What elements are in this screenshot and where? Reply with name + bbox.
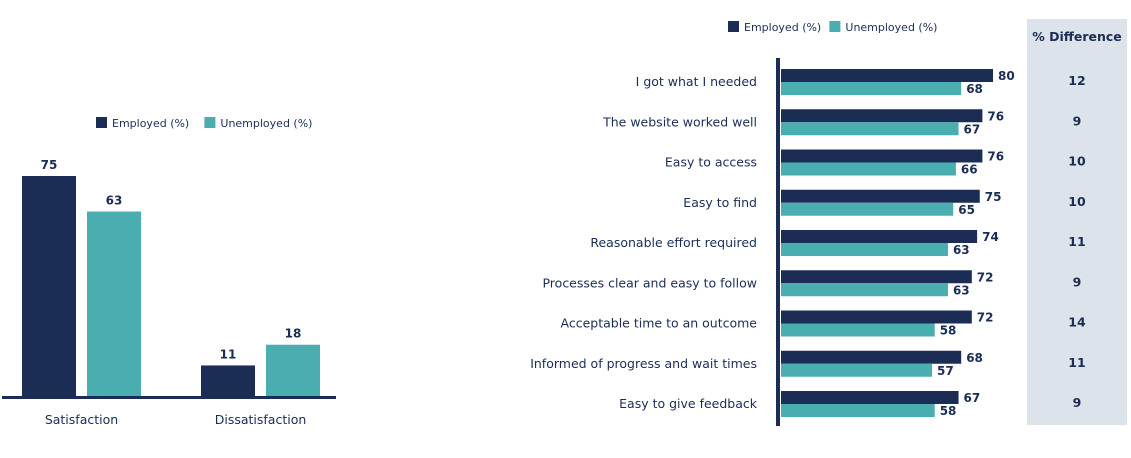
- data-label: 72: [977, 311, 994, 325]
- category-label: Reasonable effort required: [590, 235, 757, 250]
- difference-value: 12: [1068, 73, 1085, 88]
- category-label: Easy to find: [683, 195, 757, 210]
- data-label: 80: [998, 69, 1015, 83]
- x-axis-line: [2, 396, 336, 399]
- bar: [781, 82, 962, 95]
- category-label: Satisfaction: [45, 412, 118, 427]
- category-label: Processes clear and easy to follow: [542, 275, 757, 290]
- data-label: 58: [940, 324, 957, 338]
- bar: [781, 162, 956, 176]
- attribute-bar-chart: % Difference Employed (%) Unemployed (%) 80…: [530, 19, 1127, 426]
- legend-label: Employed (%): [744, 21, 821, 34]
- bar: [781, 230, 978, 243]
- difference-value: 10: [1068, 194, 1086, 209]
- legend-swatch: [728, 21, 739, 32]
- bar: [781, 310, 972, 324]
- data-label: 66: [961, 163, 978, 177]
- legend-label: Unemployed (%): [845, 21, 937, 34]
- satisfaction-bar-chart: Employed (%) Unemployed (%) 75 63 Satisfacti…: [2, 117, 336, 427]
- bar: [781, 404, 935, 417]
- bar: [266, 344, 320, 398]
- data-label: 67: [964, 122, 981, 136]
- bar: [781, 391, 959, 404]
- data-label: 76: [987, 109, 1004, 123]
- bar: [781, 363, 933, 377]
- legend: Employed (%) Unemployed (%): [96, 117, 312, 130]
- difference-value: 10: [1068, 154, 1086, 169]
- bar: [201, 365, 255, 398]
- data-label: 74: [982, 230, 999, 244]
- bar: [781, 149, 983, 163]
- category-label: Informed of progress and wait times: [530, 356, 757, 371]
- y-axis-line: [776, 58, 780, 426]
- legend-label: Employed (%): [112, 117, 189, 130]
- bar: [781, 109, 983, 123]
- difference-value: 9: [1073, 395, 1082, 410]
- data-label: 75: [41, 158, 58, 172]
- legend-swatch: [96, 117, 107, 128]
- data-label: 63: [953, 243, 970, 257]
- difference-value: 11: [1068, 355, 1085, 370]
- bar: [781, 69, 993, 82]
- data-label: 68: [966, 351, 983, 365]
- bar: [781, 122, 959, 136]
- difference-value: 9: [1073, 113, 1082, 128]
- bar: [781, 350, 962, 364]
- bar: [781, 283, 948, 297]
- bar: [781, 270, 972, 284]
- legend-swatch: [204, 117, 216, 128]
- bar: [22, 176, 76, 398]
- data-label: 63: [953, 283, 970, 297]
- legend-swatch: [829, 21, 841, 32]
- data-label: 68: [966, 82, 983, 96]
- category-label: Easy to give feedback: [619, 396, 758, 411]
- data-label: 57: [937, 364, 954, 378]
- difference-value: 9: [1073, 274, 1082, 289]
- legend-label: Unemployed (%): [220, 117, 312, 130]
- category-label: Dissatisfaction: [215, 412, 307, 427]
- legend: Employed (%) Unemployed (%): [728, 21, 937, 34]
- category-label: Acceptable time to an outcome: [561, 316, 758, 331]
- data-label: 65: [958, 203, 975, 217]
- data-label: 58: [940, 404, 957, 418]
- difference-value: 11: [1068, 234, 1085, 249]
- bar: [781, 323, 935, 337]
- data-label: 76: [987, 150, 1004, 164]
- difference-value: 14: [1068, 315, 1086, 330]
- bar: [87, 211, 141, 398]
- data-label: 11: [220, 347, 237, 361]
- data-label: 67: [964, 391, 981, 405]
- category-label: Easy to access: [665, 155, 757, 170]
- category-label: The website worked well: [602, 114, 757, 129]
- bar: [781, 202, 954, 216]
- data-label: 18: [285, 327, 302, 341]
- data-label: 72: [977, 270, 994, 284]
- data-label: 75: [985, 190, 1002, 204]
- difference-header: % Difference: [1032, 29, 1122, 44]
- bar: [781, 189, 980, 203]
- category-label: I got what I needed: [636, 74, 757, 89]
- bar: [781, 243, 948, 256]
- data-label: 63: [106, 194, 123, 208]
- difference-panel: [1027, 19, 1127, 425]
